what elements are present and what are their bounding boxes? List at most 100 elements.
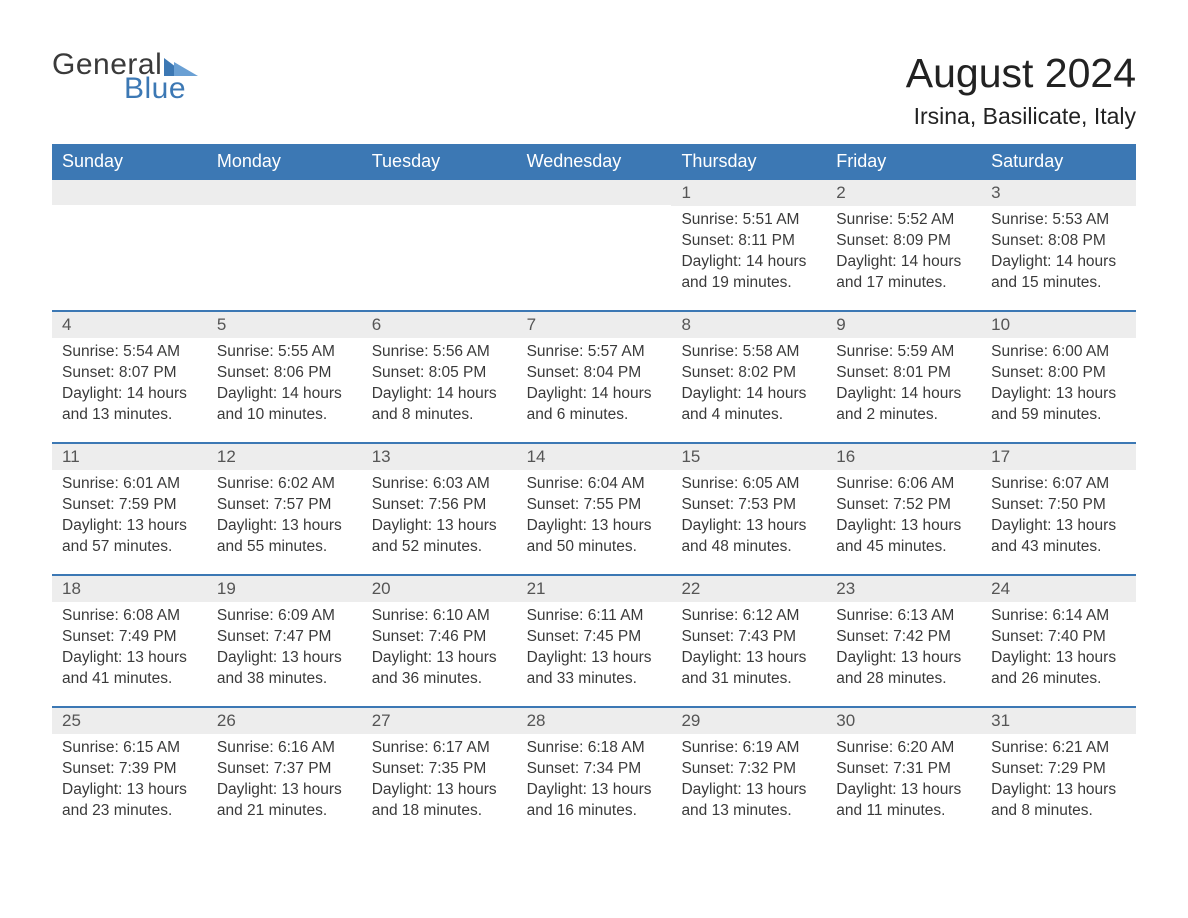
daylight-line-1: Daylight: 13 hours — [372, 516, 507, 537]
daylight-line-1: Daylight: 14 hours — [62, 384, 197, 405]
sunrise-line: Sunrise: 6:07 AM — [991, 474, 1126, 495]
weekday-header: Thursday — [671, 146, 826, 178]
sunset-line: Sunset: 7:50 PM — [991, 495, 1126, 516]
sunrise-line: Sunrise: 6:04 AM — [527, 474, 662, 495]
day-number: 21 — [517, 576, 672, 602]
day-cell: 26 Sunrise: 6:16 AMSunset: 7:37 PMDayligh… — [207, 708, 362, 838]
day-details: Sunrise: 5:54 AMSunset: 8:07 PMDaylight:… — [52, 338, 207, 426]
daylight-line-1: Daylight: 14 hours — [991, 252, 1126, 273]
brand-logo: General Blue — [52, 50, 198, 104]
sunrise-line: Sunrise: 6:08 AM — [62, 606, 197, 627]
sunrise-line: Sunrise: 5:52 AM — [836, 210, 971, 231]
day-details: Sunrise: 6:20 AMSunset: 7:31 PMDaylight:… — [826, 734, 981, 822]
day-number: 31 — [981, 708, 1136, 734]
sunrise-line: Sunrise: 6:12 AM — [681, 606, 816, 627]
day-details: Sunrise: 6:13 AMSunset: 7:42 PMDaylight:… — [826, 602, 981, 690]
day-number: 15 — [671, 444, 826, 470]
daylight-line-2: and 31 minutes. — [681, 669, 816, 690]
sunrise-line: Sunrise: 6:16 AM — [217, 738, 352, 759]
daylight-line-1: Daylight: 13 hours — [372, 780, 507, 801]
daylight-line-2: and 23 minutes. — [62, 801, 197, 822]
sunset-line: Sunset: 7:49 PM — [62, 627, 197, 648]
daylight-line-2: and 26 minutes. — [991, 669, 1126, 690]
daylight-line-2: and 52 minutes. — [372, 537, 507, 558]
daylight-line-1: Daylight: 13 hours — [62, 516, 197, 537]
day-details: Sunrise: 6:18 AMSunset: 7:34 PMDaylight:… — [517, 734, 672, 822]
day-number: 25 — [52, 708, 207, 734]
day-cell: 31Sunrise: 6:21 AMSunset: 7:29 PMDayligh… — [981, 708, 1136, 838]
day-number: 10 — [981, 312, 1136, 338]
daylight-line-1: Daylight: 13 hours — [527, 648, 662, 669]
week-row: 1Sunrise: 5:51 AMSunset: 8:11 PMDaylight… — [52, 178, 1136, 310]
daylight-line-2: and 10 minutes. — [217, 405, 352, 426]
daylight-line-2: and 45 minutes. — [836, 537, 971, 558]
daylight-line-2: and 16 minutes. — [527, 801, 662, 822]
daylight-line-2: and 38 minutes. — [217, 669, 352, 690]
sunset-line: Sunset: 8:11 PM — [681, 231, 816, 252]
day-number: 18 — [52, 576, 207, 602]
daylight-line-2: and 33 minutes. — [527, 669, 662, 690]
day-number: 26 — [207, 708, 362, 734]
day-details: Sunrise: 5:51 AMSunset: 8:11 PMDaylight:… — [671, 206, 826, 294]
daylight-line-1: Daylight: 13 hours — [217, 516, 352, 537]
day-cell: 21Sunrise: 6:11 AMSunset: 7:45 PMDayligh… — [517, 576, 672, 706]
day-details: Sunrise: 5:53 AMSunset: 8:08 PMDaylight:… — [981, 206, 1136, 294]
daylight-line-2: and 11 minutes. — [836, 801, 971, 822]
sunset-line: Sunset: 7:34 PM — [527, 759, 662, 780]
day-details: Sunrise: 6:10 AMSunset: 7:46 PMDaylight:… — [362, 602, 517, 690]
day-cell: 24Sunrise: 6:14 AMSunset: 7:40 PMDayligh… — [981, 576, 1136, 706]
day-number: 11 — [52, 444, 207, 470]
daylight-line-1: Daylight: 13 hours — [62, 780, 197, 801]
day-details: Sunrise: 6:00 AMSunset: 8:00 PMDaylight:… — [981, 338, 1136, 426]
day-cell: 14Sunrise: 6:04 AMSunset: 7:55 PMDayligh… — [517, 444, 672, 574]
weekday-header: Saturday — [981, 146, 1136, 178]
day-cell: 1Sunrise: 5:51 AMSunset: 8:11 PMDaylight… — [671, 180, 826, 310]
day-details: Sunrise: 6:12 AMSunset: 7:43 PMDaylight:… — [671, 602, 826, 690]
day-cell: 12Sunrise: 6:02 AMSunset: 7:57 PMDayligh… — [207, 444, 362, 574]
daylight-line-1: Daylight: 14 hours — [681, 252, 816, 273]
day-cell: 27Sunrise: 6:17 AMSunset: 7:35 PMDayligh… — [362, 708, 517, 838]
sunrise-line: Sunrise: 6:10 AM — [372, 606, 507, 627]
day-number: 4 — [52, 312, 207, 338]
day-cell: 8Sunrise: 5:58 AMSunset: 8:02 PMDaylight… — [671, 312, 826, 442]
sunrise-line: Sunrise: 6:14 AM — [991, 606, 1126, 627]
daylight-line-2: and 36 minutes. — [372, 669, 507, 690]
sunset-line: Sunset: 8:04 PM — [527, 363, 662, 384]
day-number — [362, 180, 517, 205]
daylight-line-2: and 13 minutes. — [681, 801, 816, 822]
sunset-line: Sunset: 8:09 PM — [836, 231, 971, 252]
day-cell: 30Sunrise: 6:20 AMSunset: 7:31 PMDayligh… — [826, 708, 981, 838]
day-cell — [517, 180, 672, 310]
day-cell — [52, 180, 207, 310]
day-cell — [362, 180, 517, 310]
sunrise-line: Sunrise: 6:19 AM — [681, 738, 816, 759]
sunrise-line: Sunrise: 6:05 AM — [681, 474, 816, 495]
day-details: Sunrise: 5:59 AMSunset: 8:01 PMDaylight:… — [826, 338, 981, 426]
day-number: 28 — [517, 708, 672, 734]
daylight-line-2: and 48 minutes. — [681, 537, 816, 558]
sunset-line: Sunset: 7:35 PM — [372, 759, 507, 780]
weekday-header: Wednesday — [517, 146, 672, 178]
sunset-line: Sunset: 8:05 PM — [372, 363, 507, 384]
sunset-line: Sunset: 7:37 PM — [217, 759, 352, 780]
daylight-line-2: and 4 minutes. — [681, 405, 816, 426]
day-details: Sunrise: 5:56 AMSunset: 8:05 PMDaylight:… — [362, 338, 517, 426]
daylight-line-2: and 41 minutes. — [62, 669, 197, 690]
sunrise-line: Sunrise: 6:20 AM — [836, 738, 971, 759]
day-cell: 2Sunrise: 5:52 AMSunset: 8:09 PMDaylight… — [826, 180, 981, 310]
day-cell: 18Sunrise: 6:08 AMSunset: 7:49 PMDayligh… — [52, 576, 207, 706]
sunrise-line: Sunrise: 6:01 AM — [62, 474, 197, 495]
day-number: 8 — [671, 312, 826, 338]
day-details: Sunrise: 6:05 AMSunset: 7:53 PMDaylight:… — [671, 470, 826, 558]
day-number: 5 — [207, 312, 362, 338]
sunset-line: Sunset: 7:39 PM — [62, 759, 197, 780]
daylight-line-1: Daylight: 13 hours — [527, 516, 662, 537]
day-cell: 6Sunrise: 5:56 AMSunset: 8:05 PMDaylight… — [362, 312, 517, 442]
daylight-line-2: and 8 minutes. — [372, 405, 507, 426]
sunset-line: Sunset: 7:43 PM — [681, 627, 816, 648]
day-number: 1 — [671, 180, 826, 206]
day-details: Sunrise: 6:21 AMSunset: 7:29 PMDaylight:… — [981, 734, 1136, 822]
daylight-line-2: and 19 minutes. — [681, 273, 816, 294]
daylight-line-1: Daylight: 13 hours — [217, 780, 352, 801]
day-number: 24 — [981, 576, 1136, 602]
